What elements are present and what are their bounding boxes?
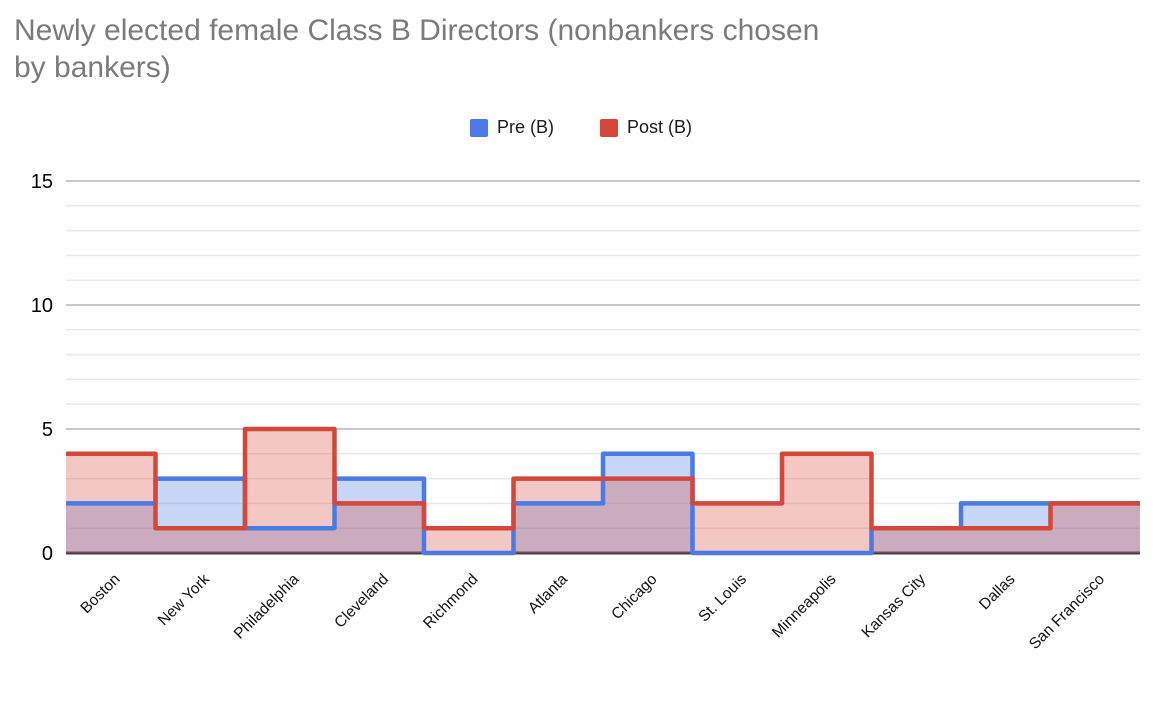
legend: Pre (B) Post (B): [0, 117, 1162, 138]
legend-swatch-post-icon: [600, 118, 618, 137]
series-line-post[interactable]: [66, 426, 1140, 531]
x-axis-tick-label: Atlanta: [525, 571, 571, 617]
x-axis-tick-label: Chicago: [608, 571, 660, 623]
x-axis-labels: Boston New York Philadelphia Cleveland Richm…: [77, 571, 1108, 653]
chart-title-line1: Newly elected female Class B Directors (…: [14, 14, 820, 47]
gridlines: [66, 180, 1140, 529]
chart-title: Newly elected female Class B Directors (…: [14, 12, 1134, 86]
x-axis-tick-label: San Francisco: [1026, 571, 1108, 653]
y-axis-tick-label: 15: [31, 171, 53, 193]
x-axis-tick-label: Philadelphia: [231, 571, 303, 643]
legend-item-post[interactable]: Post (B): [600, 117, 692, 138]
chart-svg: 0 5 10 15 Boston New York Philadelphia Clevelan…: [31, 171, 1140, 653]
x-axis-tick-label: Richmond: [420, 571, 481, 632]
x-axis-tick-label: Minneapolis: [769, 571, 840, 642]
chart-area: 0 5 10 15 Boston New York Philadelphia Clevelan…: [0, 160, 1162, 710]
x-axis-tick-label: Kansas City: [859, 571, 930, 642]
chart-title-line2: by bankers): [14, 51, 171, 84]
x-axis-tick-label: Cleveland: [331, 571, 392, 632]
y-axis-tick-label: 0: [42, 543, 53, 565]
legend-swatch-pre-icon: [469, 118, 488, 137]
y-axis-tick-label: 5: [42, 419, 53, 441]
x-axis-tick-label: Boston: [77, 571, 123, 617]
x-axis-tick-label: Dallas: [976, 571, 1019, 614]
x-axis-tick-label: New York: [155, 571, 213, 629]
legend-label-post: Post (B): [627, 117, 693, 137]
legend-label-pre: Pre (B): [496, 117, 554, 137]
y-axis-tick-label: 10: [31, 295, 53, 317]
x-axis-tick-label: St. Louis: [695, 571, 750, 626]
y-axis-labels: 0 5 10 15: [31, 171, 53, 565]
legend-item-pre[interactable]: Pre (B): [469, 117, 554, 138]
